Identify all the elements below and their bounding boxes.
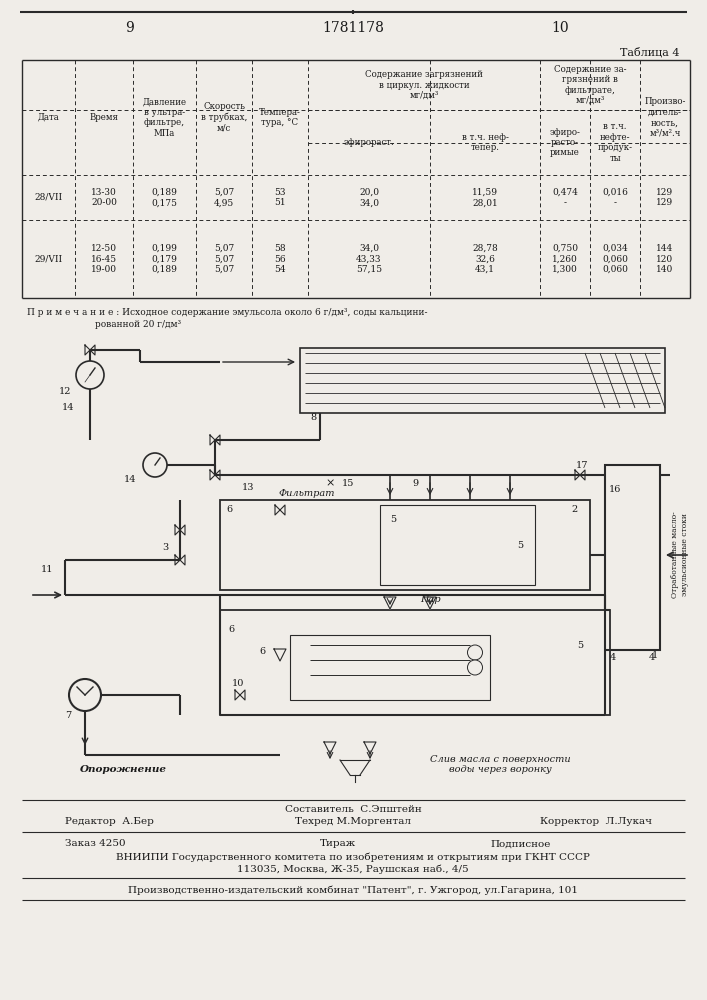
- Text: 7: 7: [65, 710, 71, 720]
- Text: 28,78
32,6
43,1: 28,78 32,6 43,1: [472, 244, 498, 274]
- Bar: [380, 505, 535, 585]
- Text: 0,750
1,260
1,300: 0,750 1,260 1,300: [552, 244, 578, 274]
- Text: 0,034
0,060
0,060: 0,034 0,060 0,060: [602, 244, 628, 274]
- Polygon shape: [384, 597, 396, 609]
- Bar: [300, 348, 665, 413]
- Text: 0,199
0,179
0,189: 0,199 0,179 0,189: [151, 244, 177, 274]
- Text: 11: 11: [41, 566, 53, 574]
- Circle shape: [143, 453, 167, 477]
- Text: Слив масла с поверхности
воды через воронку: Слив масла с поверхности воды через воро…: [430, 755, 571, 774]
- Polygon shape: [364, 742, 376, 754]
- Text: 4: 4: [649, 654, 655, 662]
- Circle shape: [467, 660, 482, 675]
- Text: 10: 10: [551, 21, 569, 35]
- Text: 5,07
4,95: 5,07 4,95: [214, 188, 234, 207]
- Text: в т.ч. неф-
тепер.: в т.ч. неф- тепер.: [462, 133, 508, 152]
- Text: 9: 9: [412, 479, 418, 488]
- Text: Время: Время: [90, 113, 119, 122]
- Text: 13-30
20-00: 13-30 20-00: [91, 188, 117, 207]
- Text: Составитель  С.Эпштейн: Составитель С.Эпштейн: [285, 806, 421, 814]
- Text: Дата: Дата: [37, 113, 59, 122]
- Text: 20,0
34,0: 20,0 34,0: [359, 188, 379, 207]
- Text: ×: ×: [325, 478, 334, 488]
- Text: 13: 13: [242, 484, 255, 492]
- Text: 5: 5: [517, 540, 523, 550]
- Text: 2: 2: [572, 506, 578, 514]
- Text: 8: 8: [310, 414, 316, 422]
- Text: Техред М.Моргентал: Техред М.Моргентал: [295, 818, 411, 826]
- Text: П р и м е ч а н и е : Исходное содержание эмульсола около 6 г/дм³, соды кальцини: П р и м е ч а н и е : Исходное содержани…: [27, 308, 428, 317]
- Text: Таблица 4: Таблица 4: [620, 47, 679, 57]
- Text: 14: 14: [62, 402, 74, 412]
- Text: 17: 17: [575, 460, 588, 470]
- Text: Корректор  Л.Лукач: Корректор Л.Лукач: [540, 818, 652, 826]
- Text: 58
56
54: 58 56 54: [274, 244, 286, 274]
- Text: в т.ч.
нефте-
продук-
ты: в т.ч. нефте- продук- ты: [597, 122, 633, 163]
- Polygon shape: [424, 597, 436, 609]
- Text: 5: 5: [390, 515, 396, 524]
- Text: Темпера-
тура, °С: Темпера- тура, °С: [259, 108, 301, 127]
- Text: 10: 10: [232, 678, 244, 688]
- Text: 144
120
140: 144 120 140: [656, 244, 674, 274]
- Bar: [220, 610, 610, 715]
- Text: 1781178: 1781178: [322, 21, 384, 35]
- Text: 5,07
5,07
5,07: 5,07 5,07 5,07: [214, 244, 234, 274]
- Text: Произво-
дитель-
ность,
м³/м².ч: Произво- дитель- ность, м³/м².ч: [644, 97, 686, 138]
- Circle shape: [76, 361, 104, 389]
- Text: эфирораст.: эфирораст.: [344, 138, 395, 147]
- Circle shape: [467, 645, 482, 660]
- Text: 29/VII: 29/VII: [35, 254, 62, 263]
- Text: 1: 1: [652, 650, 658, 660]
- Text: 6: 6: [228, 625, 234, 634]
- Text: Заказ 4250: Заказ 4250: [65, 840, 126, 848]
- Text: 15: 15: [341, 479, 354, 488]
- Text: 6: 6: [259, 648, 265, 656]
- Text: 12-50
16-45
19-00: 12-50 16-45 19-00: [91, 244, 117, 274]
- Text: Производственно-издательский комбинат "Патент", г. Ужгород, ул.Гагарина, 101: Производственно-издательский комбинат "П…: [128, 885, 578, 895]
- Text: 0,474
-: 0,474 -: [552, 188, 578, 207]
- Text: Опорожнение: Опорожнение: [80, 766, 167, 774]
- Text: 14: 14: [124, 476, 136, 485]
- Text: 9: 9: [126, 21, 134, 35]
- Text: 129
129: 129 129: [656, 188, 674, 207]
- Circle shape: [69, 679, 101, 711]
- Text: 113035, Москва, Ж-35, Раушская наб., 4/5: 113035, Москва, Ж-35, Раушская наб., 4/5: [237, 864, 469, 874]
- Text: 53
51: 53 51: [274, 188, 286, 207]
- Text: 0,016
-: 0,016 -: [602, 188, 628, 207]
- Text: 6: 6: [226, 505, 232, 514]
- Text: Пар: Пар: [420, 595, 440, 604]
- Text: Отработанные масло-
эмульсионные стоки: Отработанные масло- эмульсионные стоки: [672, 512, 689, 598]
- Text: рованной 20 г/дм³: рованной 20 г/дм³: [95, 320, 181, 329]
- Text: 4: 4: [610, 654, 616, 662]
- Text: 34,0
43,33
57,15: 34,0 43,33 57,15: [356, 244, 382, 274]
- Bar: [290, 635, 490, 700]
- Text: Тираж: Тираж: [320, 840, 356, 848]
- Text: Подписное: Подписное: [490, 840, 550, 848]
- Text: 12: 12: [59, 387, 71, 396]
- Text: 3: 3: [162, 544, 168, 552]
- Bar: [605, 465, 660, 650]
- Text: Скорость
в трубках,
м/с: Скорость в трубках, м/с: [201, 102, 247, 133]
- Text: 0,189
0,175: 0,189 0,175: [151, 188, 177, 207]
- Text: Содержание загрязнений
в циркул. жидкости
мг/дм³: Содержание загрязнений в циркул. жидкост…: [365, 70, 483, 100]
- Text: 28/VII: 28/VII: [35, 193, 62, 202]
- Text: Фильтрат: Фильтрат: [278, 488, 334, 497]
- Text: эфиро-
расто-
римые: эфиро- расто- римые: [549, 128, 580, 157]
- Polygon shape: [324, 742, 336, 754]
- Text: Давление
в ультра-
фильтре,
МПа: Давление в ультра- фильтре, МПа: [142, 97, 187, 138]
- Bar: [220, 500, 590, 590]
- Text: 5: 5: [577, 641, 583, 650]
- Polygon shape: [274, 649, 286, 661]
- Text: Редактор  А.Бер: Редактор А.Бер: [65, 818, 154, 826]
- Text: ВНИИПИ Государственного комитета по изобретениям и открытиям при ГКНТ СССР: ВНИИПИ Государственного комитета по изоб…: [116, 852, 590, 862]
- Text: 16: 16: [609, 486, 621, 494]
- Text: Содержание за-
грязнений в
фильтрате,
мг/дм³: Содержание за- грязнений в фильтрате, мг…: [554, 65, 626, 105]
- Text: 11,59
28,01: 11,59 28,01: [472, 188, 498, 207]
